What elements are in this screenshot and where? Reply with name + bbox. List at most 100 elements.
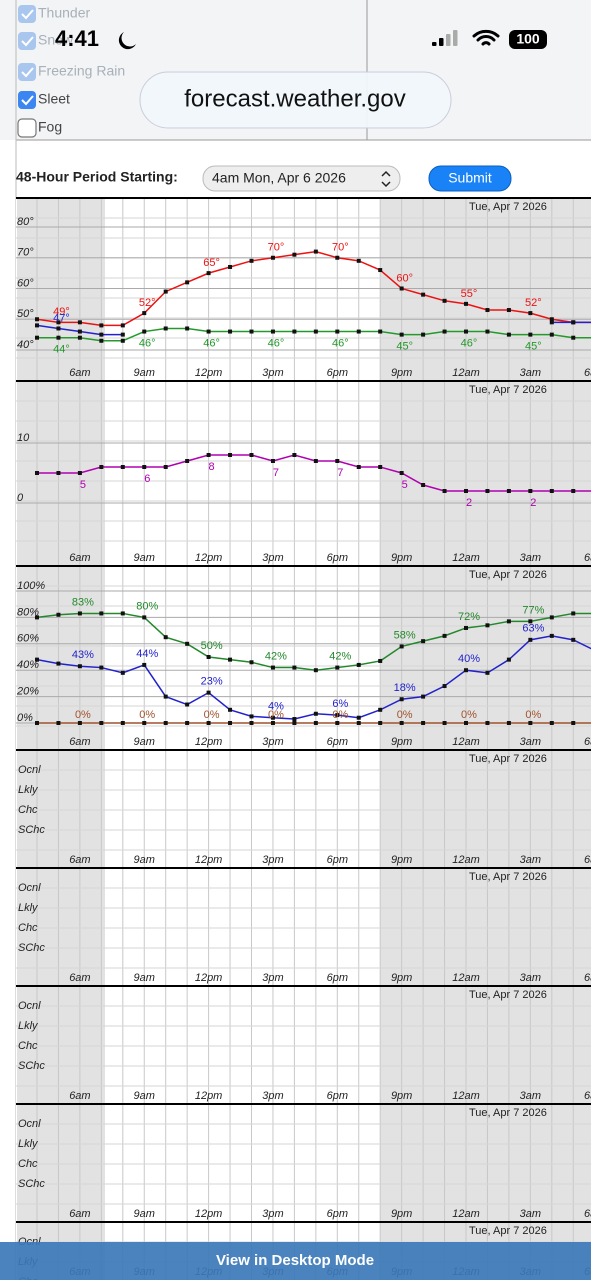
checkbox[interactable] (18, 63, 36, 81)
x-tick-label: 12pm (195, 854, 223, 866)
data-point (163, 721, 168, 725)
value-label: 65° (203, 257, 220, 269)
checkbox[interactable] (18, 5, 36, 23)
x-tick-label: 9pm (391, 972, 412, 984)
data-point (185, 702, 190, 707)
data-point (335, 255, 340, 260)
data-point (77, 320, 82, 325)
x-tick-label: 9am (134, 972, 155, 984)
x-tick-label: 3pm (262, 552, 283, 564)
y-tick-label: 0 (17, 492, 24, 504)
x-tick-label: 9am (134, 1208, 155, 1220)
data-point (35, 335, 39, 340)
data-point (77, 335, 82, 340)
x-tick-label: 3am (520, 1090, 541, 1102)
x-tick-label: 6am (69, 972, 90, 984)
x-tick-label: 6am (69, 736, 90, 748)
y-tick-label: 80° (17, 216, 34, 228)
value-label: 0% (332, 709, 348, 721)
filter-label: Sleet (38, 91, 70, 107)
x-tick-label: 3pm (262, 1208, 283, 1220)
data-point (206, 655, 211, 659)
data-point (421, 292, 426, 297)
level-label: SChc (18, 1060, 45, 1072)
data-point (335, 713, 340, 718)
data-point (206, 690, 211, 695)
level-label: SChc (18, 1178, 45, 1190)
data-point (249, 721, 254, 725)
data-point (549, 615, 554, 620)
data-point (549, 489, 554, 493)
value-label: 40% (458, 653, 480, 665)
data-point (356, 329, 361, 334)
night-shade (17, 566, 105, 750)
submit-button[interactable] (428, 165, 512, 192)
data-point (142, 465, 147, 469)
value-label: 8 (209, 461, 215, 473)
data-point (99, 721, 104, 725)
x-tick-label: 6am (584, 552, 591, 564)
data-point (549, 320, 554, 325)
data-point (142, 329, 147, 334)
data-point (399, 697, 404, 702)
data-point (528, 332, 533, 337)
x-tick-label: 9am (134, 552, 155, 564)
data-point (99, 611, 104, 616)
period-select[interactable] (202, 165, 401, 192)
y-tick-label: 0% (17, 712, 33, 724)
data-point (464, 301, 468, 306)
data-point (292, 329, 297, 334)
desktop-banner[interactable] (0, 1242, 591, 1280)
checkbox[interactable] (18, 91, 36, 109)
level-label: Ocnl (18, 1000, 41, 1012)
data-point (442, 489, 447, 493)
y-tick-label: 70° (17, 247, 34, 259)
data-point (35, 657, 39, 662)
signal-bar (453, 30, 458, 46)
x-tick-label: 9am (134, 1090, 155, 1102)
value-label: 58% (394, 629, 416, 641)
panel-date: Tue, Apr 7 2026 (469, 1225, 547, 1237)
check (21, 9, 34, 20)
x-tick-label: 6pm (327, 552, 348, 564)
x-tick-label: 12pm (195, 552, 223, 564)
value-label: 49° (53, 306, 70, 318)
data-point (378, 329, 383, 334)
data-point (313, 721, 318, 725)
data-point (142, 311, 147, 316)
value-label: 23% (201, 676, 223, 688)
value-label: 63% (522, 623, 544, 635)
url-bar[interactable] (139, 71, 452, 129)
data-point (120, 338, 125, 343)
value-label: 0% (75, 709, 91, 721)
data-point (464, 329, 468, 334)
level-label: Ocnl (18, 764, 41, 776)
x-tick-label: 6pm (327, 854, 348, 866)
checkbox[interactable] (17, 118, 37, 138)
value-label: 60° (396, 272, 413, 284)
data-point (270, 715, 275, 720)
panel-date: Tue, Apr 7 2026 (469, 753, 547, 765)
value-label: 0% (525, 709, 541, 721)
data-point (292, 721, 297, 725)
value-label: 46° (139, 337, 156, 349)
data-point (185, 280, 190, 285)
data-point (528, 619, 533, 624)
data-point (142, 721, 147, 725)
checkbox[interactable] (18, 32, 36, 50)
desktop-banner-label: View in Desktop Mode (216, 1252, 374, 1269)
x-tick-label: 9pm (391, 736, 412, 748)
data-point (77, 611, 82, 616)
value-label: 80% (136, 600, 158, 612)
data-point (421, 721, 426, 725)
x-tick-label: 3am (520, 854, 541, 866)
data-point (528, 489, 533, 493)
data-point (335, 721, 340, 725)
value-label: 2 (530, 497, 536, 509)
data-point (378, 721, 383, 725)
value-label: 44° (53, 344, 70, 356)
submit-label: Submit (448, 170, 492, 186)
data-point (120, 465, 125, 469)
value-label: 6% (332, 698, 348, 710)
night-shade (380, 381, 591, 566)
